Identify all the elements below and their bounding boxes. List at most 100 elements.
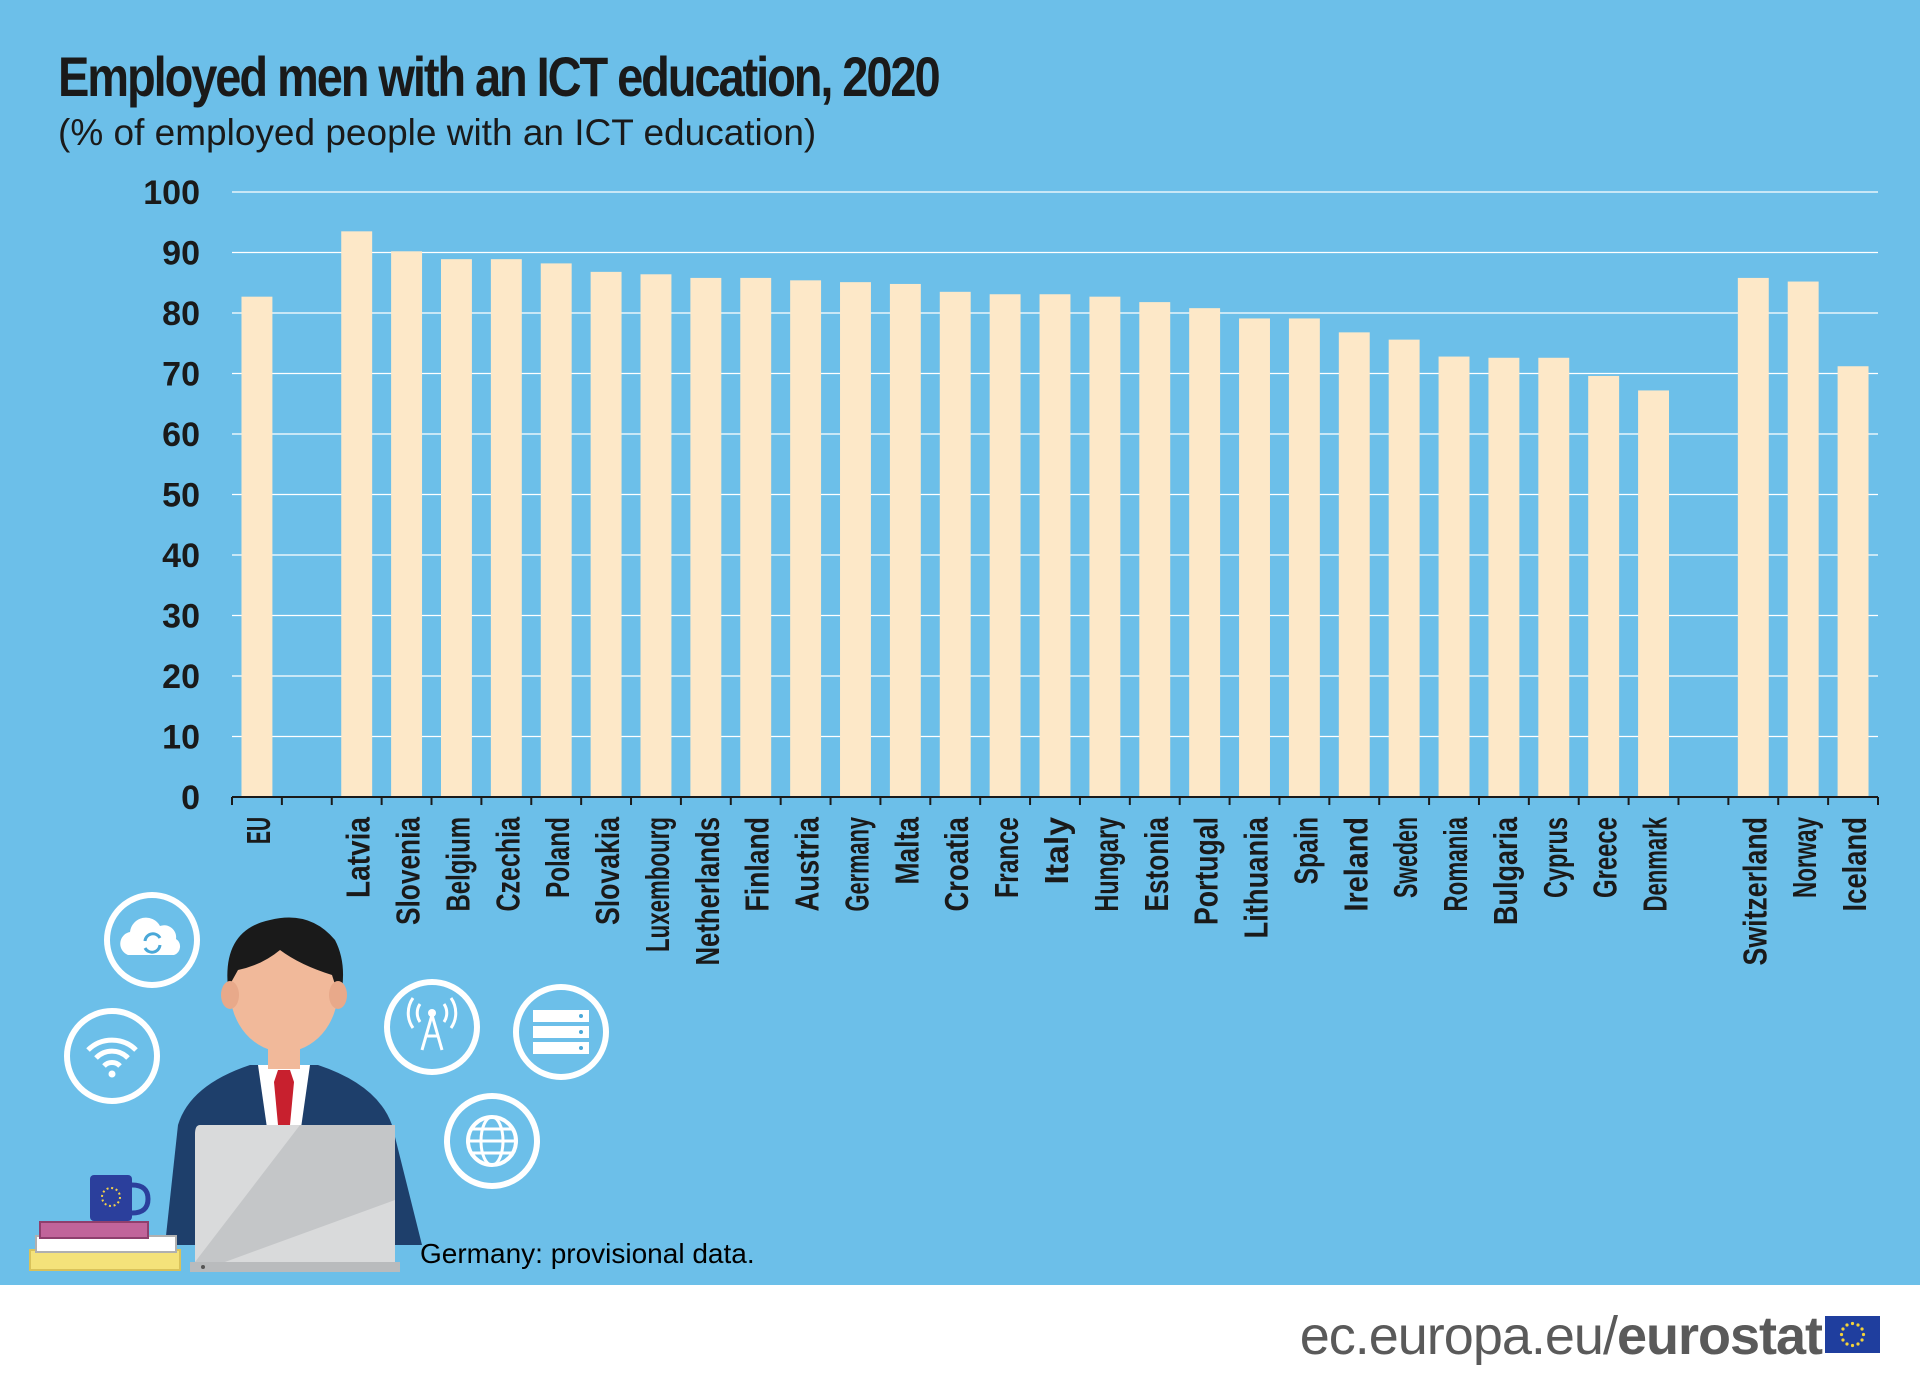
bars [241, 231, 1869, 798]
server-icon [513, 984, 609, 1080]
bar [1239, 318, 1270, 797]
x-tick-label: Bulgaria [1487, 816, 1524, 925]
bar [690, 277, 722, 797]
globe-icon [444, 1093, 540, 1189]
x-tick-label: Lithuania [1238, 816, 1275, 938]
x-tick-label: Switzerland [1736, 817, 1773, 966]
bar [740, 277, 772, 797]
x-tick-label: Latvia [340, 816, 377, 898]
bar [391, 251, 423, 798]
flag-star [1861, 1332, 1866, 1337]
bar [1338, 332, 1370, 797]
bar [1039, 294, 1071, 797]
cloud-sync-icon [104, 892, 200, 988]
bar [1837, 366, 1869, 797]
bar [241, 296, 273, 797]
y-tick-label: 30 [162, 598, 200, 636]
mug-icon [90, 1175, 151, 1221]
y-tick-label: 70 [162, 356, 200, 394]
footer: ec.europa.eu/eurostat [0, 1285, 1920, 1382]
bar [1787, 281, 1819, 797]
wifi-icon [64, 1008, 160, 1104]
bar [1288, 318, 1320, 797]
x-tick-label: Italy [1038, 816, 1075, 884]
x-tick-label: Slovakia [589, 816, 626, 925]
x-tick-label: Romania [1437, 817, 1474, 912]
x-tick-label: Spain [1287, 817, 1324, 885]
laptop-icon [190, 1125, 400, 1272]
x-tick-label: Ireland [1337, 817, 1374, 912]
bar [1488, 357, 1520, 797]
flag-star [1850, 1321, 1855, 1326]
y-tick-label: 20 [162, 658, 200, 696]
chart-subtitle: (% of employed people with an ICT educat… [58, 112, 817, 153]
bar [1588, 375, 1620, 797]
chart-title: Employed men with an ICT education, 2020 [58, 45, 941, 108]
flag-star [1841, 1338, 1845, 1342]
bar [440, 259, 472, 797]
bar [540, 263, 572, 797]
bar [341, 231, 373, 797]
x-tick-label: Belgium [439, 817, 476, 912]
x-tick-label: Cyprus [1537, 817, 1574, 898]
flag-star [1860, 1338, 1864, 1342]
flag-star [1850, 1343, 1855, 1348]
y-tick-label: 50 [162, 477, 200, 515]
x-tick-label: Malta [888, 816, 925, 884]
flag-star [1841, 1327, 1845, 1331]
y-tick-label: 90 [162, 235, 200, 273]
y-tick-label: 10 [162, 719, 200, 757]
bar [1388, 339, 1420, 797]
y-tick-label: 80 [162, 295, 200, 333]
bar [1139, 302, 1171, 797]
x-tick-label: Austria [789, 816, 826, 911]
bar [1538, 357, 1570, 797]
bar [640, 274, 672, 797]
flag-star [1845, 1342, 1849, 1346]
y-tick-labels: 0 10 20 30 40 50 60 70 80 90 100 [143, 174, 200, 817]
x-tick-label: Luxembourg [639, 817, 676, 952]
axes [231, 796, 1879, 805]
x-tick-label: Netherlands [689, 817, 726, 966]
flag-star [1839, 1332, 1844, 1337]
eurostat-url[interactable]: ec.europa.eu/eurostat [1299, 1305, 1823, 1367]
x-tick-label: Poland [539, 817, 576, 898]
y-tick-label: 40 [162, 537, 200, 575]
bar [1438, 356, 1470, 797]
x-tick-label: EU [240, 817, 277, 844]
x-tick-label: Czechia [489, 817, 526, 912]
bar [1089, 296, 1121, 797]
x-tick-label: Hungary [1088, 817, 1125, 912]
books-icon [29, 1221, 181, 1271]
x-tick-label: Estonia [1138, 816, 1175, 911]
bar [590, 271, 622, 797]
footer-site-text: ec.europa.eu/ [1299, 1306, 1618, 1366]
bar [490, 259, 522, 797]
ict-worker-illustration [29, 892, 609, 1272]
bar [989, 294, 1021, 797]
bar [939, 291, 971, 797]
x-tick-labels: EU Latvia Slovenia Belgium Czechia Poland Slov… [240, 816, 1873, 965]
x-tick-label: Sweden [1387, 817, 1424, 898]
y-tick-label: 100 [143, 174, 200, 212]
y-tick-label: 0 [181, 779, 200, 817]
x-tick-label: France [988, 817, 1025, 898]
flag-star [1845, 1323, 1849, 1327]
x-tick-label: Croatia [938, 816, 975, 911]
footnote: Germany: provisional data. [420, 1238, 755, 1269]
x-tick-label: Greece [1587, 817, 1624, 898]
bar-chart: 0 10 20 30 40 50 60 70 80 90 100 EU Latvia Slovenia B… [143, 174, 1879, 966]
x-tick-label: Finland [739, 817, 776, 912]
y-tick-label: 60 [162, 416, 200, 454]
bar [790, 280, 822, 798]
x-tick-label: Portugal [1188, 817, 1225, 925]
bar [840, 282, 871, 797]
bar [889, 283, 921, 798]
bar [1189, 308, 1221, 797]
x-tick-label: Slovenia [390, 816, 427, 925]
footer-brand-text: eurostat [1616, 1306, 1823, 1366]
flag-star [1856, 1342, 1860, 1346]
eu-flag-icon [1825, 1316, 1880, 1353]
bar [1737, 277, 1769, 797]
